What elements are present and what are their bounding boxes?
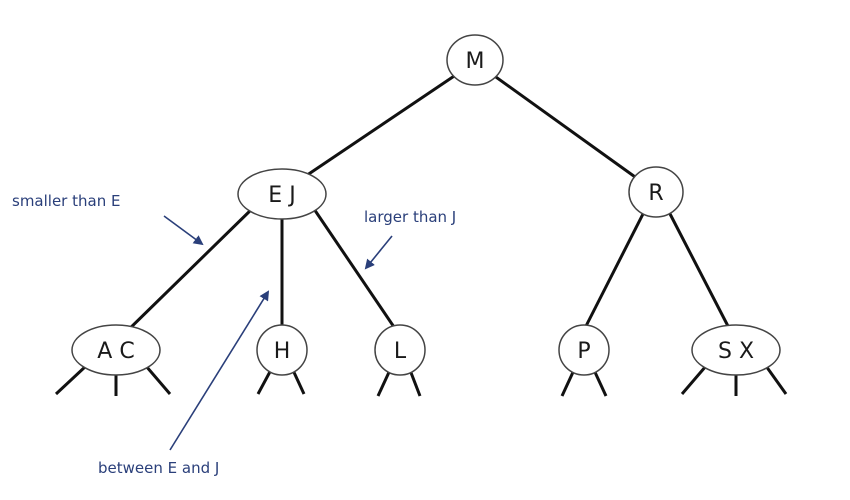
node-l: L — [374, 324, 426, 376]
node-sx: S X — [691, 324, 781, 376]
leaf-stubs — [54, 364, 788, 397]
edge-m-r — [474, 60, 657, 194]
node-m: M — [446, 34, 504, 86]
edge-ej-l — [310, 205, 398, 331]
edge-m-ej — [281, 60, 476, 194]
annotation-between: between E and J — [98, 459, 219, 477]
node-r-label: R — [648, 181, 663, 206]
node-h-label: H — [274, 339, 291, 364]
arrow-larger — [364, 235, 393, 270]
node-ej-label: E J — [268, 183, 295, 208]
node-sx-label: S X — [718, 339, 754, 364]
node-ac-label: A C — [97, 339, 134, 364]
node-ac: A C — [71, 324, 161, 376]
edge-r-sx — [666, 209, 732, 331]
node-p-label: P — [577, 339, 590, 364]
node-l-label: L — [394, 339, 407, 364]
arrow-between — [169, 290, 270, 451]
annotation-larger: larger than J — [364, 208, 456, 226]
node-h: H — [256, 324, 308, 376]
edge-ej-ac — [120, 204, 257, 338]
node-ej: E J — [237, 168, 327, 220]
node-p: P — [558, 324, 610, 376]
node-r: R — [628, 166, 684, 218]
node-m-label: M — [466, 49, 485, 74]
arrow-smaller — [163, 215, 204, 246]
edge-r-p — [582, 209, 647, 331]
annotation-smaller: smaller than E — [12, 192, 120, 210]
